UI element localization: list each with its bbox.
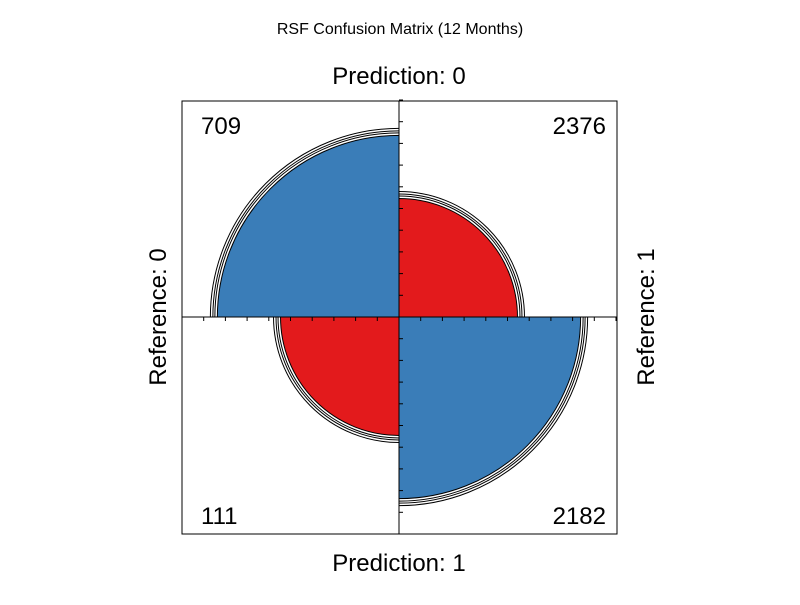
sector-bottom-left <box>280 316 400 436</box>
sector-bottom-right <box>398 316 582 500</box>
confidence-ring-top-right-1 <box>398 195 521 318</box>
confidence-ring-top-left-1 <box>214 132 400 318</box>
confidence-ring-top-right-2 <box>398 193 523 318</box>
confidence-ring-bottom-left-1 <box>277 316 400 439</box>
confidence-ring-bottom-left-3 <box>273 316 400 443</box>
cell-label-bottom-left: 111 <box>201 503 237 530</box>
confidence-ring-bottom-right-3 <box>398 316 589 507</box>
cell-label-top-right: 2376 <box>553 113 606 140</box>
chart-title: RSF Confusion Matrix (12 Months) <box>277 21 523 38</box>
cell-label-top-left: 709 <box>201 113 241 140</box>
sector-top-right <box>398 198 518 318</box>
sector-top-left <box>216 134 400 318</box>
label-prediction-0: Prediction: 0 <box>332 63 465 90</box>
confidence-ring-bottom-left-2 <box>275 316 400 441</box>
axis-ticks <box>181 99 617 535</box>
confidence-ring-top-left-3 <box>209 127 400 318</box>
cell-label-bottom-right: 2182 <box>553 503 606 530</box>
label-reference-1: Reference: 1 <box>633 248 660 385</box>
confidence-ring-bottom-right-1 <box>398 316 584 502</box>
confidence-ring-top-right-3 <box>398 191 525 318</box>
label-prediction-1: Prediction: 1 <box>332 550 465 577</box>
confidence-ring-bottom-right-2 <box>398 316 586 504</box>
confidence-ring-top-left-2 <box>212 130 400 318</box>
label-reference-0: Reference: 0 <box>145 248 172 385</box>
chart-marks <box>209 127 589 507</box>
